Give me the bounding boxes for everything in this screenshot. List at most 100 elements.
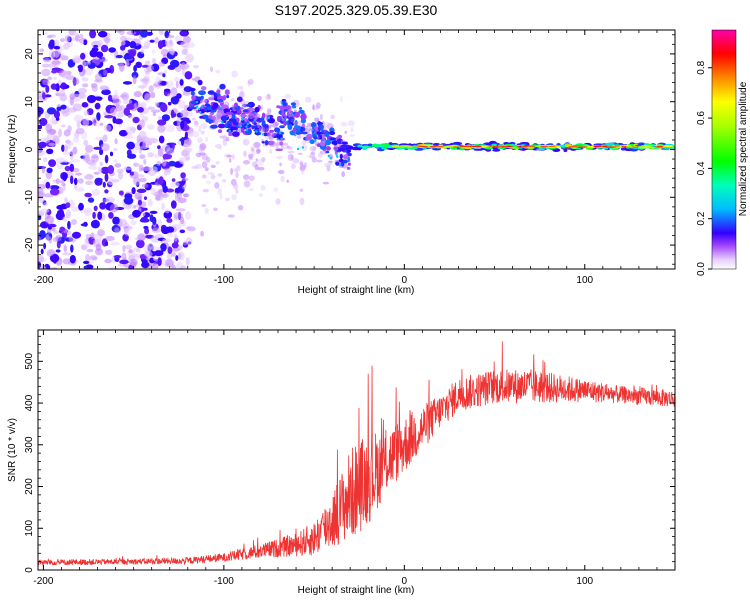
spectrogram-blob bbox=[325, 146, 331, 151]
spectrogram-blob bbox=[361, 145, 370, 149]
spectrogram-blob bbox=[95, 243, 102, 251]
spectrogram-blob bbox=[292, 158, 300, 164]
spectrogram-blob bbox=[452, 146, 459, 148]
top-y-ticks: -20 -10 0 10 20 bbox=[24, 34, 675, 265]
spectrogram-blob bbox=[38, 255, 44, 263]
spectrogram-blob bbox=[144, 251, 153, 258]
spectrogram-blob bbox=[135, 61, 142, 68]
spectrogram-blob bbox=[191, 95, 197, 101]
spectrogram-blob bbox=[204, 207, 209, 214]
spectrogram-blob bbox=[258, 126, 266, 133]
spectrogram-blob bbox=[239, 91, 245, 99]
spectrogram-blob bbox=[40, 248, 44, 255]
spectrogram-blob bbox=[133, 65, 138, 72]
spectrogram-blob bbox=[294, 134, 297, 137]
spectrogram-blob bbox=[107, 94, 113, 102]
spectrogram-blob bbox=[97, 229, 105, 237]
spectrogram-blob bbox=[49, 253, 60, 263]
spectrogram-blob bbox=[59, 46, 68, 51]
top-x-tick-label: 0 bbox=[402, 275, 408, 286]
spectrogram-blob bbox=[255, 158, 258, 162]
spectrogram-blob bbox=[127, 114, 135, 119]
spectrogram-blob bbox=[98, 30, 108, 38]
spectrogram-blob bbox=[114, 163, 122, 168]
spectrogram-blob bbox=[205, 136, 209, 142]
spectrogram-blob bbox=[222, 178, 227, 183]
spectrogram-blob bbox=[195, 97, 202, 101]
spectrogram-blob bbox=[302, 144, 308, 152]
spectrogram-blob bbox=[142, 207, 148, 211]
spectrogram-blob bbox=[97, 211, 103, 220]
spectrogram-blob bbox=[87, 197, 95, 203]
spectrogram-blob bbox=[38, 191, 46, 198]
spectrogram-blob bbox=[333, 146, 339, 151]
spectrogram-blob bbox=[294, 109, 297, 112]
spectrogram-blob bbox=[170, 200, 177, 209]
spectrogram-blob bbox=[49, 39, 56, 48]
spectrogram-blob bbox=[294, 111, 301, 118]
spectrogram-blob bbox=[520, 142, 529, 144]
spectrogram-blob bbox=[269, 129, 275, 133]
spectrogram-blob bbox=[120, 45, 126, 51]
spectrogram-blob bbox=[162, 185, 168, 193]
spectrogram-blob bbox=[53, 76, 57, 80]
snr-frame bbox=[37, 329, 676, 571]
spectrogram-blob bbox=[414, 148, 424, 151]
spectrogram-blob bbox=[312, 104, 315, 111]
spectrogram-blob bbox=[87, 95, 97, 103]
spectrogram-blob bbox=[103, 124, 112, 132]
spectrogram-blob bbox=[158, 135, 165, 144]
spectrogram-blob bbox=[342, 141, 348, 144]
spectrogram-blob bbox=[79, 33, 84, 39]
spectrogram-blob bbox=[59, 180, 65, 184]
spectrogram-blob bbox=[78, 202, 84, 211]
spectrogram-blob bbox=[231, 131, 240, 137]
spectrogram-blob bbox=[631, 146, 640, 148]
spectrogram-blob bbox=[231, 70, 238, 78]
spectrogram-blob bbox=[457, 148, 465, 151]
spectrogram-blob bbox=[147, 169, 157, 177]
spectrogram-blob bbox=[57, 209, 65, 217]
spectrogram-blob bbox=[39, 230, 46, 239]
spectrogram-blob bbox=[195, 100, 199, 104]
spectrogram-blob bbox=[160, 243, 167, 252]
spectrogram-blob bbox=[516, 146, 525, 148]
spectrogram-blob bbox=[260, 105, 264, 110]
spectrogram-blob bbox=[313, 136, 318, 140]
spectrogram-blob bbox=[45, 234, 50, 242]
spectrogram-blob bbox=[509, 147, 515, 149]
spectrogram-blob bbox=[42, 92, 46, 100]
spectrogram-blob bbox=[254, 164, 259, 171]
spectrogram-blob bbox=[73, 177, 78, 186]
top-y-tick-label: 10 bbox=[24, 96, 35, 108]
spectrogram-blob bbox=[161, 202, 166, 210]
spectrogram-blob bbox=[148, 242, 154, 250]
spectrogram-blob bbox=[131, 187, 136, 195]
spectrogram-blob bbox=[226, 154, 233, 158]
spectrogram-blob bbox=[70, 149, 74, 157]
spectrogram-blob bbox=[67, 107, 77, 113]
spectrogram-blob bbox=[135, 239, 145, 249]
spectrogram-blob bbox=[93, 44, 99, 48]
spectrogram-blob bbox=[329, 131, 336, 136]
spectrogram-blob bbox=[123, 167, 133, 171]
spectrogram-blob bbox=[80, 52, 86, 60]
spectrogram-blob bbox=[299, 164, 306, 172]
spectrogram-blob bbox=[133, 205, 137, 209]
spectrogram-blob bbox=[309, 139, 315, 145]
spectrogram-blob bbox=[286, 120, 289, 126]
spectrogram-blob bbox=[220, 115, 228, 122]
spectrogram-blob bbox=[157, 219, 162, 228]
spectrogram-blob bbox=[208, 115, 213, 119]
spectrogram-blob bbox=[117, 111, 124, 118]
spectrogram-blob bbox=[103, 69, 108, 76]
chart-title: S197.2025.329.05.39.E30 bbox=[275, 2, 438, 18]
spectrogram-blob bbox=[155, 195, 161, 201]
bottom-y-axis-label: SNR (10 * v/v) bbox=[7, 418, 18, 482]
spectrogram-blob bbox=[414, 145, 423, 147]
spectrogram-blob bbox=[305, 136, 312, 141]
spectrogram-blob bbox=[165, 208, 170, 214]
spectrogram-blob bbox=[263, 124, 269, 129]
spectrogram-blob bbox=[243, 150, 247, 157]
spectrogram-blob bbox=[339, 153, 343, 160]
